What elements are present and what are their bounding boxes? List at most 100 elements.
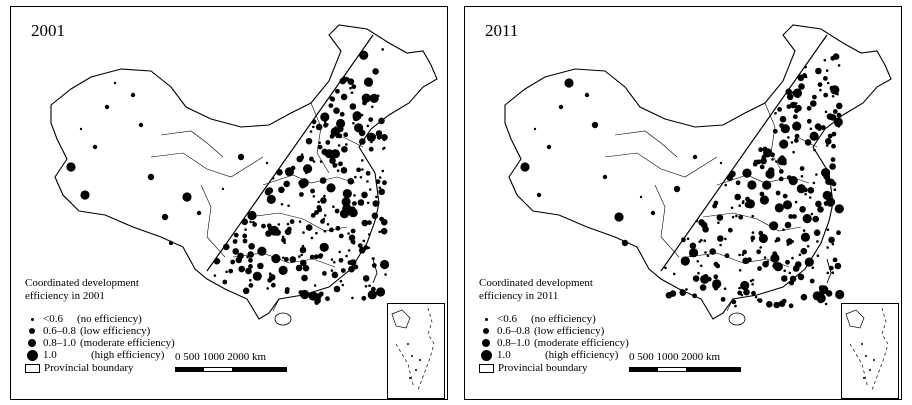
city-marker bbox=[282, 256, 285, 260]
city-marker bbox=[341, 283, 345, 287]
city-marker bbox=[731, 215, 735, 219]
city-marker bbox=[353, 264, 359, 270]
city-marker bbox=[271, 254, 281, 264]
city-marker bbox=[268, 226, 273, 232]
city-marker bbox=[312, 125, 315, 129]
city-marker bbox=[639, 195, 643, 199]
city-marker bbox=[800, 247, 808, 255]
south-china-sea-inset bbox=[387, 303, 445, 399]
city-marker bbox=[343, 147, 347, 151]
city-marker bbox=[823, 58, 827, 62]
city-marker bbox=[734, 193, 741, 201]
city-marker bbox=[804, 192, 807, 196]
city-marker bbox=[361, 219, 369, 227]
city-marker bbox=[314, 293, 322, 300]
city-marker bbox=[375, 179, 381, 185]
city-marker bbox=[835, 122, 840, 127]
city-marker bbox=[831, 271, 835, 275]
city-marker bbox=[351, 84, 357, 90]
city-marker bbox=[804, 65, 807, 69]
city-marker bbox=[789, 280, 795, 286]
city-marker bbox=[339, 77, 347, 85]
city-marker bbox=[366, 180, 369, 183]
city-marker bbox=[329, 157, 336, 164]
city-marker bbox=[695, 219, 699, 223]
city-marker bbox=[738, 286, 741, 290]
city-marker bbox=[113, 81, 117, 85]
city-marker bbox=[699, 284, 707, 291]
city-marker bbox=[372, 68, 379, 75]
city-marker bbox=[330, 258, 334, 261]
city-marker bbox=[232, 239, 238, 244]
city-marker bbox=[336, 118, 346, 129]
city-marker bbox=[709, 248, 716, 255]
city-marker bbox=[830, 85, 840, 95]
city-marker bbox=[378, 186, 382, 189]
city-marker bbox=[361, 93, 371, 103]
city-marker bbox=[724, 253, 730, 259]
city-marker bbox=[284, 228, 292, 236]
city-marker bbox=[358, 129, 366, 137]
city-marker bbox=[366, 132, 376, 142]
city-marker bbox=[750, 235, 756, 241]
city-marker bbox=[737, 290, 743, 296]
city-marker bbox=[382, 180, 387, 186]
city-marker bbox=[319, 177, 327, 184]
city-marker bbox=[242, 233, 248, 239]
city-marker bbox=[382, 138, 386, 142]
city-marker bbox=[368, 188, 372, 191]
city-marker bbox=[278, 186, 285, 194]
city-marker bbox=[779, 139, 789, 149]
city-marker bbox=[792, 88, 802, 98]
city-marker bbox=[799, 206, 806, 213]
city-marker bbox=[271, 177, 275, 180]
city-marker bbox=[713, 261, 719, 267]
city-marker bbox=[727, 227, 733, 233]
legend-item: 1.0 (high efficiency) bbox=[479, 349, 629, 361]
city-marker bbox=[257, 246, 267, 256]
city-marker bbox=[349, 210, 353, 214]
south-china-sea-inset bbox=[841, 303, 899, 399]
city-marker bbox=[679, 289, 687, 297]
city-marker bbox=[809, 127, 813, 131]
city-marker bbox=[772, 262, 779, 270]
city-marker bbox=[831, 95, 835, 98]
city-marker bbox=[836, 92, 839, 96]
city-marker bbox=[815, 67, 822, 75]
city-marker bbox=[804, 257, 814, 267]
city-marker bbox=[802, 214, 812, 224]
city-marker bbox=[339, 279, 343, 283]
china-map-2001 bbox=[50, 24, 438, 326]
city-marker bbox=[546, 144, 552, 150]
city-marker bbox=[778, 169, 784, 174]
city-marker bbox=[774, 239, 778, 243]
city-marker bbox=[742, 168, 752, 178]
city-marker bbox=[303, 164, 313, 174]
legend-item: 0.6–0.8 (low efficiency) bbox=[479, 325, 629, 337]
city-marker bbox=[742, 249, 747, 255]
city-marker bbox=[299, 155, 305, 160]
city-marker bbox=[345, 143, 348, 146]
city-marker bbox=[786, 175, 792, 181]
city-marker bbox=[783, 269, 786, 273]
city-marker bbox=[264, 188, 272, 196]
city-marker bbox=[777, 107, 782, 112]
city-marker bbox=[751, 278, 755, 282]
city-marker bbox=[788, 214, 794, 219]
city-marker bbox=[222, 279, 228, 285]
city-marker bbox=[287, 204, 290, 207]
scale-bar-graphic bbox=[175, 367, 287, 372]
city-marker bbox=[312, 195, 316, 198]
city-marker bbox=[831, 131, 837, 137]
city-marker bbox=[329, 227, 334, 233]
city-marker bbox=[795, 104, 802, 112]
city-marker bbox=[758, 230, 764, 236]
city-marker bbox=[332, 205, 335, 208]
city-marker bbox=[286, 222, 290, 226]
city-marker bbox=[335, 135, 339, 139]
boundary-swatch-icon bbox=[25, 364, 40, 373]
map-legend: Coordinated development efficiency in 20… bbox=[25, 277, 175, 375]
year-label: 2001 bbox=[31, 21, 65, 40]
city-marker bbox=[773, 301, 780, 309]
city-marker bbox=[793, 138, 799, 143]
